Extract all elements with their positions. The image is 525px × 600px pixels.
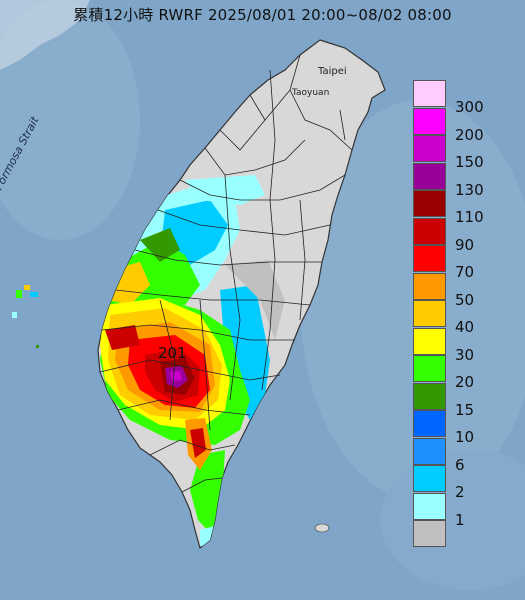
- legend-swatch: [413, 245, 446, 272]
- legend-label: 20: [455, 373, 475, 391]
- legend-label: 40: [455, 318, 475, 336]
- taipei-label: Taipei: [318, 66, 347, 77]
- legend-swatch: [413, 437, 446, 465]
- legend-swatch: [413, 162, 446, 190]
- legend-label: 6: [455, 455, 465, 474]
- legend-label: 300: [455, 98, 484, 116]
- legend-label: 150: [455, 153, 484, 171]
- boundaries: [99, 54, 353, 493]
- legend-swatch: [413, 382, 446, 410]
- legend-swatch: [413, 355, 446, 382]
- legend-swatch: [413, 272, 446, 300]
- legend-swatch: [413, 492, 446, 520]
- legend-swatch: [413, 190, 446, 217]
- legend-label: 200: [455, 125, 484, 144]
- map-title: 累積12小時 RWRF 2025/08/01 20:00~08/02 08:00: [73, 6, 452, 24]
- legend-label: 50: [455, 290, 475, 309]
- green-island: [314, 523, 330, 533]
- legend-swatch: [413, 520, 446, 547]
- legend-swatch: [413, 300, 446, 327]
- legend-swatch: [413, 80, 446, 107]
- legend-label: 130: [455, 180, 484, 199]
- china-coast: [0, 0, 90, 70]
- legend-swatch: [413, 135, 446, 162]
- taoyuan-label: Taoyuan: [292, 88, 330, 98]
- legend-swatch: [413, 107, 446, 135]
- legend-swatch: [413, 327, 446, 355]
- legend-label: 30: [455, 345, 475, 364]
- legend-label: 110: [455, 208, 484, 226]
- penghu-islands: [12, 285, 39, 348]
- legend-swatch: [413, 410, 446, 437]
- legend-label: 70: [455, 263, 475, 281]
- legend-label: 10: [455, 428, 475, 446]
- legend-label: 15: [455, 400, 475, 419]
- peak-value-label: 201: [158, 344, 187, 362]
- legend-label: 1: [455, 510, 465, 529]
- legend-label: 90: [455, 235, 475, 254]
- legend-swatch: [413, 217, 446, 245]
- legend-label: 2: [455, 483, 465, 501]
- legend-swatch: [413, 465, 446, 492]
- rainfall-overlay: [100, 175, 285, 546]
